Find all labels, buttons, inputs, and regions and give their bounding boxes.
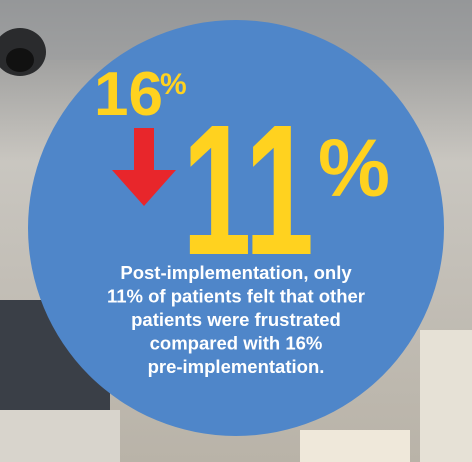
caption-line: patients were frustrated xyxy=(131,309,341,330)
infographic: 16 % 11 % Post-implementation, only11% o… xyxy=(0,0,472,462)
caption-line: 11% of patients felt that other xyxy=(107,286,365,307)
before-number: 16 xyxy=(94,60,163,129)
caption-line: Post-implementation, only xyxy=(120,262,352,283)
caption-line: compared with 16% xyxy=(150,333,323,354)
caption-line: pre-implementation. xyxy=(148,356,325,377)
after-unit: % xyxy=(318,123,390,214)
